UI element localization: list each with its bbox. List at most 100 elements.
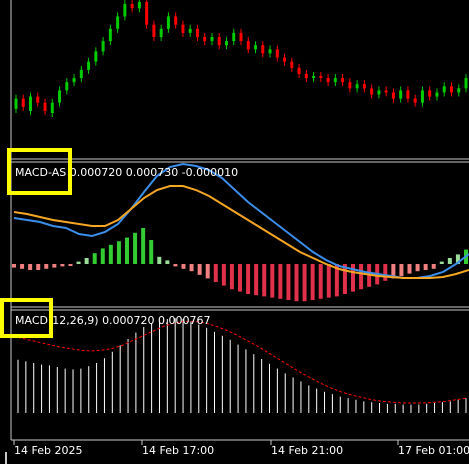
candle-body [72, 78, 76, 83]
scroll-marker[interactable] [5, 452, 7, 464]
candle-body [36, 96, 40, 103]
macd-as-hist-bar [351, 264, 355, 292]
macd-as-hist-bar [246, 264, 251, 294]
candle-body [435, 92, 439, 97]
macd-as-hist-bar [399, 264, 404, 276]
candle-body [43, 102, 47, 111]
macd-as-hist-bar [302, 264, 307, 302]
macd-as-hist-bar [125, 237, 129, 264]
price-candles [14, 0, 468, 117]
macd-as-values: 0.000720 0.000730 -0.000010 [69, 166, 239, 179]
macd-as-label: MACD-AS 0.000720 0.000730 -0.000010 [15, 167, 238, 179]
macd-as-hist-bar [84, 258, 89, 264]
candle-body [413, 98, 417, 103]
macd-as-hist-bar [44, 264, 49, 269]
macd-as-hist-bar [262, 264, 267, 297]
candle-body [246, 41, 250, 50]
macd-as-hist-bar [359, 264, 364, 290]
candle-body [297, 67, 301, 74]
macd-as-hist-bar [133, 232, 138, 264]
macd-as-histogram [12, 228, 468, 302]
candle-body [101, 41, 105, 52]
macd-as-name: MACD-AS [15, 166, 67, 179]
candle-body [152, 24, 156, 37]
macd-name: MACD [15, 314, 48, 327]
candle-body [210, 36, 214, 42]
candle-body [333, 78, 337, 83]
candle-body [355, 84, 359, 89]
macd-as-hist-bar [439, 261, 444, 264]
candle-body [166, 16, 170, 29]
candle-body [217, 36, 221, 46]
macd-as-hist-bar [254, 264, 259, 296]
candle-body [181, 24, 185, 33]
candle-body [362, 84, 366, 89]
macd-as-signal-line [13, 185, 469, 279]
macd-as-hist-bar [92, 253, 97, 264]
time-tick-label: 14 Feb 2025 [14, 444, 83, 457]
macd-as-hist-bar [181, 264, 186, 269]
candle-body [29, 96, 33, 111]
candle-body [457, 88, 461, 93]
candle-body [420, 90, 424, 103]
macd-as-hist-bar [52, 264, 57, 268]
candle-body [94, 51, 98, 62]
macd-as-hist-bar [157, 256, 162, 264]
candle-body [304, 73, 308, 79]
macd-as-hist-bar [36, 264, 41, 270]
macd-params: (12,26,9) [47, 314, 99, 327]
macd-as-hist-bar [455, 254, 460, 264]
candle-body [348, 82, 352, 89]
macd-as-hist-bar [100, 248, 105, 264]
macd-as-hist-bar [20, 264, 25, 269]
macd-values: 0.000720 0.000767 [102, 314, 211, 327]
candle-body [224, 41, 228, 46]
macd-as-hist-bar [76, 261, 81, 264]
time-tick-label: 17 Feb 01:00 [398, 444, 469, 457]
time-tick-label: 14 Feb 21:00 [271, 444, 344, 457]
macd-as-hist-bar [278, 264, 283, 299]
candle-body [203, 36, 207, 42]
highlight-box-macd-as [7, 148, 72, 195]
macd-as-hist-bar [326, 264, 331, 298]
macd-signal-line [17, 320, 467, 404]
candle-body [108, 28, 112, 42]
candle-body [283, 57, 287, 62]
candle-body [174, 16, 178, 25]
macd-as-hist-bar [238, 264, 242, 292]
macd-label: MACD(12,26,9) 0.000720 0.000767 [15, 315, 211, 327]
macd-as-hist-bar [229, 264, 234, 290]
macd-as-hist-bar [28, 264, 33, 270]
candle-body [464, 78, 468, 89]
macd-as-hist-bar [12, 264, 16, 268]
candle-body [79, 69, 83, 79]
candle-body [290, 61, 294, 68]
candle-body [399, 90, 403, 99]
time-axis-tick-marks [13, 440, 399, 445]
candle-body [58, 90, 62, 103]
candle-body [21, 98, 25, 107]
candle-body [449, 86, 453, 93]
candle-body [406, 90, 410, 99]
macd-signal-line [17, 320, 467, 404]
macd-as-hist-bar [213, 264, 218, 282]
macd-as-hist-bar [270, 264, 275, 298]
macd-as-lines [13, 162, 469, 279]
candle-body [326, 78, 330, 83]
candle-body [137, 2, 141, 9]
candle-body [239, 32, 243, 42]
candle-body [145, 2, 149, 25]
candle-body [50, 102, 54, 113]
macd-as-hist-bar [165, 260, 170, 264]
candle-body [377, 90, 381, 95]
candle-body [275, 49, 279, 58]
candle-body [254, 45, 258, 50]
macd-as-hist-bar [383, 264, 388, 281]
candle-body [159, 28, 163, 37]
macd-as-hist-bar [294, 264, 299, 302]
candle-body [268, 49, 272, 54]
candle-body [370, 88, 374, 95]
candle-body [312, 76, 316, 79]
macd-as-hist-bar [415, 264, 420, 272]
